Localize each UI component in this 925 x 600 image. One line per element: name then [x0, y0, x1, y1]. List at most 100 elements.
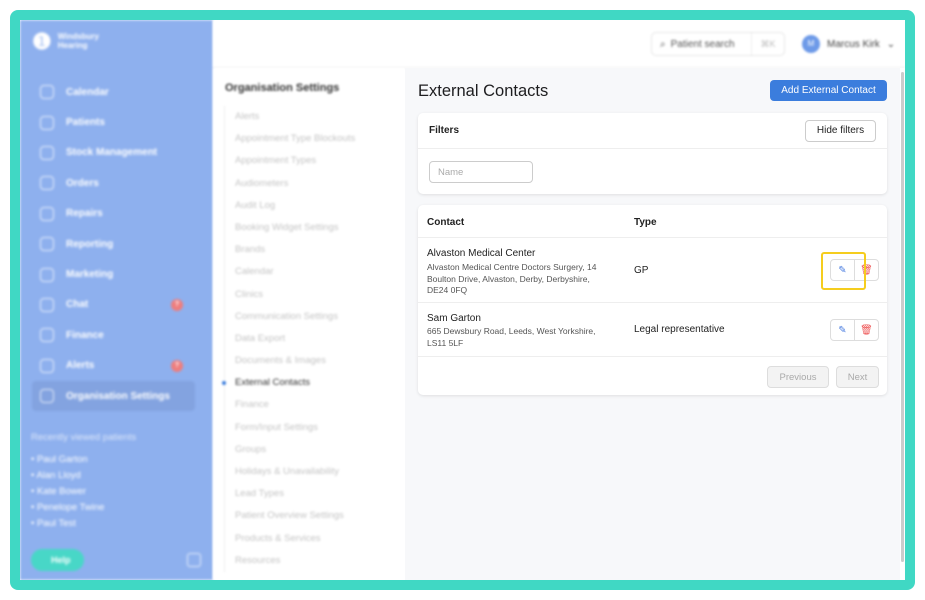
sidebar-item-label: Alerts — [66, 360, 95, 372]
sidebar-item-orders[interactable]: Orders — [32, 168, 195, 198]
recent-patient-link[interactable]: • Kate Bower — [31, 486, 87, 497]
logo: ❶ Windsbury Hearing — [32, 30, 99, 52]
sidebar-item-finance[interactable]: Finance — [32, 320, 195, 350]
settings-item[interactable]: Brands — [235, 244, 266, 256]
settings-item[interactable]: Audit Log — [235, 199, 276, 211]
collapse-sidebar-icon[interactable] — [187, 553, 201, 567]
settings-item[interactable]: Alerts — [235, 111, 260, 122]
nav-icon — [40, 297, 54, 312]
nav-icon — [40, 145, 54, 160]
sidebar-item-label: Reporting — [66, 238, 114, 250]
edit-pencil-icon[interactable]: ✎ — [831, 260, 855, 280]
settings-item[interactable]: Form/Input Settings — [235, 421, 318, 433]
recent-patient-link[interactable]: • Penelope Twine — [31, 502, 105, 513]
user-name: Marcus Kirk — [827, 38, 880, 50]
sidebar-item-reporting[interactable]: Reporting — [32, 229, 195, 259]
settings-item[interactable]: Holidays & Unavailability — [235, 466, 340, 477]
recent-title: Recently viewed patients — [31, 432, 137, 443]
settings-item[interactable]: Products & Services — [235, 532, 321, 544]
patient-search[interactable]: ⌕ Patient search ⌘K — [651, 32, 785, 56]
search-icon: ⌕ — [660, 38, 666, 50]
recent-patients: Recently viewed patients • Paul Garton • … — [31, 432, 137, 529]
sidebar-item-alerts[interactable]: Alerts? — [32, 351, 195, 381]
edit-pencil-icon[interactable]: ✎ — [831, 320, 855, 340]
settings-item[interactable]: Appointment Types — [235, 155, 317, 167]
main-content: External Contacts Add External Contact F… — [405, 68, 900, 580]
settings-item[interactable]: Appointment Type Blockouts — [235, 133, 356, 145]
row-actions: ✎ 🗑 — [830, 319, 879, 341]
recent-patient-name: Penelope Twine — [36, 502, 105, 513]
recent-patient-name: Kate Bower — [36, 486, 87, 497]
add-external-contact-button[interactable]: Add External Contact — [770, 80, 887, 101]
settings-item[interactable]: Patient Overview Settings — [235, 510, 344, 522]
delete-trash-icon[interactable]: 🗑 — [860, 324, 873, 336]
brand-name: Windsbury — [57, 32, 99, 41]
sidebar-item-label: Orders — [66, 177, 99, 189]
avatar: M — [802, 35, 820, 53]
contact-name: Alvaston Medical Center — [427, 248, 536, 259]
recent-patient-link[interactable]: • Alan Lloyd — [31, 470, 81, 481]
contacts-table: Contact Type Alvaston Medical Center Alva… — [418, 205, 887, 395]
sidebar-item-label: Calendar — [66, 86, 109, 98]
sidebar-item-organisation-settings[interactable]: Organisation Settings — [32, 380, 195, 412]
sidebar-item-calendar[interactable]: Calendar — [32, 77, 195, 107]
contact-address: 665 Dewsbury Road, Leeds, West Yorkshire… — [427, 326, 596, 348]
recent-patient-link[interactable]: • Paul Test — [31, 518, 76, 529]
sidebar-item-label: Marketing — [66, 269, 114, 281]
recent-patient-name: Alan Lloyd — [36, 470, 81, 481]
recent-patient-name: Paul Garton — [36, 454, 88, 465]
previous-button[interactable]: Previous — [767, 366, 829, 388]
settings-item[interactable]: Resources — [235, 554, 281, 566]
settings-item[interactable]: Data Export — [235, 332, 286, 344]
app-window: ❶ Windsbury Hearing Calendar Patients Stock … — [20, 20, 905, 580]
settings-item[interactable]: Clinics — [235, 288, 263, 300]
nav-icon — [40, 206, 54, 221]
filters-card: Filters Hide filters — [418, 113, 887, 194]
settings-item[interactable]: Finance — [235, 399, 269, 411]
settings-item[interactable]: Groups — [235, 443, 267, 455]
search-placeholder: Patient search — [670, 38, 735, 50]
chevron-down-icon: ⌄ — [886, 38, 896, 50]
sidebar-item-repairs[interactable]: Repairs — [32, 199, 195, 229]
nav-icon — [40, 176, 54, 191]
sidebar-item-stock-management[interactable]: Stock Management — [32, 138, 195, 168]
delete-trash-icon[interactable]: 🗑 — [860, 264, 873, 276]
help-button[interactable]: Help — [31, 549, 84, 571]
contact-address: Alvaston Medical Centre Doctors Surgery,… — [427, 262, 597, 295]
sidebar-item-chat[interactable]: Chat? — [32, 290, 195, 320]
column-header: Type — [634, 217, 657, 228]
settings-item[interactable]: Audiometers — [235, 177, 289, 189]
sidebar-item-label: Chat — [66, 299, 89, 311]
settings-item[interactable]: Documents & Images — [235, 355, 326, 367]
settings-item[interactable]: Booking Widget Settings — [235, 221, 339, 233]
filters-title: Filters — [429, 125, 460, 136]
hide-filters-button[interactable]: Hide filters — [805, 119, 876, 142]
sidebar-item-marketing[interactable]: Marketing — [32, 259, 195, 289]
settings-item[interactable]: Communication Settings — [235, 310, 338, 322]
name-filter-input[interactable] — [429, 161, 533, 183]
settings-item[interactable]: External Contacts — [221, 372, 355, 394]
scrollbar[interactable] — [900, 68, 905, 580]
column-header: Contact — [427, 217, 465, 228]
settings-item[interactable]: Lead Types — [235, 488, 284, 500]
sidebar-item-label: Patients — [66, 117, 105, 129]
sidebar-item-label: Finance — [66, 329, 104, 341]
nav-icon — [40, 358, 54, 373]
recent-patient-link[interactable]: • Paul Garton — [31, 454, 88, 465]
next-button[interactable]: Next — [836, 366, 879, 388]
sidebar-item-label: Stock Management — [66, 147, 158, 159]
sidebar-item-patients[interactable]: Patients — [32, 107, 195, 137]
table-row: Alvaston Medical Center Alvaston Medical… — [418, 238, 887, 303]
nav-icon — [40, 115, 54, 130]
nav-icon — [40, 267, 54, 282]
settings-nav: Organisation Settings Alerts Appointment … — [213, 68, 405, 580]
page-title: External Contacts — [418, 82, 549, 100]
user-menu[interactable]: M Marcus Kirk ⌄ — [802, 35, 895, 53]
nav-icon — [40, 85, 54, 100]
contact-name: Sam Garton — [427, 313, 481, 324]
table-row: Sam Garton 665 Dewsbury Road, Leeds, Wes… — [418, 303, 887, 357]
top-header: ⌕ Patient search ⌘K M Marcus Kirk ⌄ — [213, 20, 905, 68]
sidebar-item-label: Organisation Settings — [66, 390, 170, 402]
recent-patient-name: Paul Test — [36, 518, 76, 529]
settings-item[interactable]: Calendar — [235, 266, 274, 278]
